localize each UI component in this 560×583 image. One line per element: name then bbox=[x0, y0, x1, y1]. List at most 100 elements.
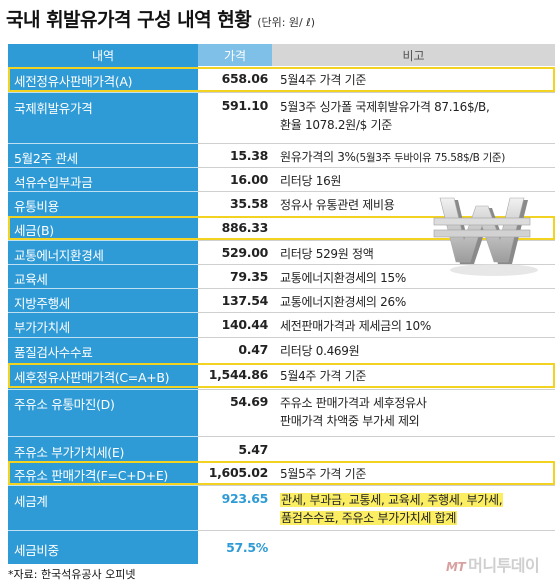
row-note: 주유소 판매가격과 세후정유사 판매가격 차액중 부가세 제외 bbox=[280, 394, 427, 430]
row-value: 54.69 bbox=[229, 394, 268, 409]
row-label: 세금(B) bbox=[14, 223, 54, 238]
price-column-background bbox=[198, 66, 272, 564]
row-divider bbox=[8, 485, 555, 486]
row-note-line: 관세, 부과금, 교통세, 교육세, 주행세, 부가세, bbox=[280, 493, 504, 507]
row-note: 정유사 유통관련 제비용 bbox=[280, 198, 395, 212]
table-row-vat: 부가가치세 140.44 세전판매가격과 제세금의 10% bbox=[8, 313, 555, 337]
row-value: 0.47 bbox=[238, 342, 268, 357]
table-row-tax-total: 세금계 923.65 관세, 부과금, 교통세, 교육세, 주행세, 부가세, … bbox=[8, 487, 555, 530]
won-sign-icon bbox=[433, 197, 538, 276]
row-label: 유통비용 bbox=[14, 199, 59, 214]
row-value: 1,605.02 bbox=[208, 465, 269, 480]
logo-mark: MT bbox=[446, 560, 466, 574]
row-divider bbox=[8, 337, 555, 338]
row-label: 세후정유사판매가격(C=A+B) bbox=[14, 370, 170, 385]
row-value: 15.38 bbox=[229, 148, 268, 163]
row-note: 5월4주 가격 기준 bbox=[280, 369, 367, 383]
item-column-background bbox=[8, 66, 198, 564]
row-label: 세금계 bbox=[14, 494, 48, 509]
table-row-transport-energy-tax: 교통에너지환경세 529.00 리터당 529원 정액 bbox=[8, 241, 555, 264]
row-value: 35.58 bbox=[229, 196, 268, 211]
row-label: 5월2주 관세 bbox=[14, 151, 78, 166]
table-row-tax-b: 세금(B) 886.33 bbox=[8, 216, 555, 240]
table-row-tariff: 5월2주 관세 15.38 원유가격의 3%(5월3주 두바이유 75.58$/… bbox=[8, 144, 555, 167]
table-row-station-margin: 주유소 유통마진(D) 54.69 주유소 판매가격과 세후정유사 판매가격 차… bbox=[8, 390, 555, 436]
row-note: 5월5주 가격 기준 bbox=[280, 467, 367, 481]
row-label: 세금비중 bbox=[14, 543, 59, 558]
row-note-sub: (5월3주 두바이유 75.58$/B 기준) bbox=[355, 152, 506, 164]
table-row-station-price: 주유소 판매가격(F=C+D+E) 1,605.02 5월5주 가격 기준 bbox=[8, 461, 555, 485]
row-label: 국제휘발유가격 bbox=[14, 101, 93, 116]
row-label: 주유소 부가가치세(E) bbox=[14, 445, 125, 460]
table-row-quality-inspection-fee: 품질검사수수료 0.47 리터당 0.469원 bbox=[8, 338, 555, 361]
row-note-line: 환율 1078.2원/$ 기준 bbox=[280, 118, 392, 132]
row-divider bbox=[8, 312, 555, 313]
row-divider bbox=[8, 530, 555, 531]
table-row-education-tax: 교육세 79.35 교통에너지환경세의 15% bbox=[8, 265, 555, 288]
row-value: 658.06 bbox=[221, 71, 269, 86]
row-note-line: 주유소 판매가격과 세후정유사 bbox=[280, 396, 427, 410]
row-value: 591.10 bbox=[221, 98, 269, 113]
row-label: 주유소 유통마진(D) bbox=[14, 397, 115, 412]
row-label: 석유수입부과금 bbox=[14, 175, 93, 190]
row-value: 140.44 bbox=[221, 317, 269, 332]
row-note: 원유가격의 3%(5월3주 두바이유 75.58$/B 기준) bbox=[280, 148, 505, 167]
table-row-local-driving-tax: 지방주행세 137.54 교통에너지환경세의 26% bbox=[8, 289, 555, 312]
row-divider bbox=[8, 288, 555, 289]
row-divider bbox=[8, 92, 555, 93]
column-header-price: 가격 bbox=[198, 44, 272, 66]
row-value: 16.00 bbox=[229, 172, 268, 187]
row-divider bbox=[8, 389, 555, 390]
row-note-line: 5월3주 싱가폴 국제휘발유가격 87.16$/B, bbox=[280, 100, 490, 114]
unit-label: (단위: 원/ ℓ) bbox=[257, 16, 316, 29]
title-block: 국내 휘발유가격 구성 내역 현황 (단위: 원/ ℓ) bbox=[6, 5, 315, 37]
column-header-item: 내역 bbox=[8, 44, 198, 66]
row-label: 부가가치세 bbox=[14, 320, 71, 335]
logo-text: 머니투데이 bbox=[468, 556, 540, 575]
row-label: 주유소 판매가격(F=C+D+E) bbox=[14, 468, 168, 483]
row-label: 세전정유사판매가격(A) bbox=[14, 74, 133, 89]
row-note: 리터당 16원 bbox=[280, 174, 342, 188]
row-note-main: 원유가격의 3% bbox=[280, 150, 356, 164]
row-label: 교통에너지환경세 bbox=[14, 248, 104, 263]
table-row-distribution-cost: 유통비용 35.58 정유사 유통관련 제비용 bbox=[8, 192, 555, 215]
row-note-line: 품검수수료, 주유소 부가가치세 합계 bbox=[280, 511, 458, 525]
row-value: 923.65 bbox=[221, 491, 269, 506]
row-label: 품질검사수수료 bbox=[14, 345, 93, 360]
row-note: 관세, 부과금, 교통세, 교육세, 주행세, 부가세, 품검수수료, 주유소 … bbox=[280, 491, 504, 527]
page-title: 국내 휘발유가격 구성 내역 현황 bbox=[6, 9, 252, 31]
source-note: *자료: 한국석유공사 오피넷 bbox=[8, 568, 136, 581]
row-divider bbox=[8, 264, 555, 265]
row-divider bbox=[8, 436, 555, 437]
row-value: 79.35 bbox=[229, 269, 268, 284]
row-value: 137.54 bbox=[221, 293, 269, 308]
row-value: 529.00 bbox=[221, 245, 269, 260]
row-value: 886.33 bbox=[221, 220, 269, 235]
table-row-international-gasoline-price: 국제휘발유가격 591.10 5월3주 싱가폴 국제휘발유가격 87.16$/B… bbox=[8, 94, 555, 142]
table-row-import-levy: 석유수입부과금 16.00 리터당 16원 bbox=[8, 168, 555, 191]
row-label: 교육세 bbox=[14, 272, 48, 287]
column-header-note: 비고 bbox=[272, 44, 555, 66]
row-label: 지방주행세 bbox=[14, 296, 71, 311]
table-row-aftertax-refinery-price: 세후정유사판매가격(C=A+B) 1,544.86 5월4주 가격 기준 bbox=[8, 363, 555, 388]
table-row-pretax-refinery-price: 세전정유사판매가격(A) 658.06 5월4주 가격 기준 bbox=[8, 67, 555, 92]
row-value: 5.47 bbox=[238, 442, 268, 457]
row-note: 5월4주 가격 기준 bbox=[280, 73, 367, 87]
table-row-station-vat: 주유소 부가가치세(E) 5.47 bbox=[8, 437, 555, 461]
row-note: 세전판매가격과 제세금의 10% bbox=[280, 319, 431, 333]
row-value: 57.5% bbox=[226, 540, 268, 555]
row-note: 교통에너지환경세의 15% bbox=[280, 271, 406, 285]
row-divider bbox=[8, 240, 555, 241]
row-value: 1,544.86 bbox=[208, 367, 269, 382]
note-column-background bbox=[272, 66, 555, 564]
row-note: 교통에너지환경세의 26% bbox=[280, 295, 406, 309]
row-divider bbox=[8, 167, 555, 168]
row-divider bbox=[8, 143, 555, 144]
row-note-line: 판매가격 차액중 부가세 제외 bbox=[280, 414, 420, 428]
row-divider bbox=[8, 191, 555, 192]
row-note: 리터당 529원 정액 bbox=[280, 247, 374, 261]
table-row-tax-ratio: 세금비중 57.5% bbox=[8, 531, 555, 564]
row-note: 리터당 0.469원 bbox=[280, 344, 360, 358]
publisher-logo: MT 머니투데이 bbox=[446, 552, 540, 576]
row-note: 5월3주 싱가폴 국제휘발유가격 87.16$/B, 환율 1078.2원/$ … bbox=[280, 98, 490, 134]
